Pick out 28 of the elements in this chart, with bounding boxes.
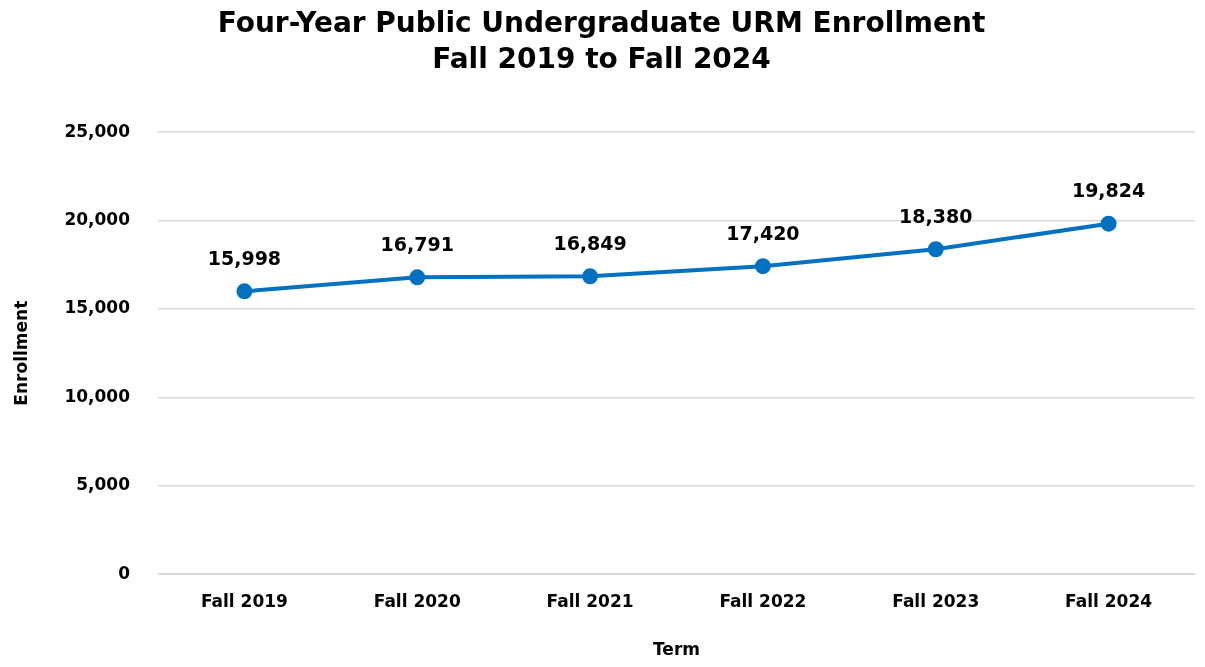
data-label: 19,824: [1071, 179, 1146, 202]
chart-subtitle: Fall 2019 to Fall 2024: [432, 41, 771, 75]
data-label: 16,791: [380, 232, 454, 255]
point: [409, 269, 426, 286]
point: [754, 258, 771, 275]
x-tick-label: Fall 2021: [546, 590, 634, 611]
x-tick-label: Fall 2024: [1065, 590, 1153, 611]
x-tick-label: Fall 2023: [892, 590, 980, 611]
y-tick-label: 0: [118, 562, 131, 583]
data-label: 16,849: [553, 231, 627, 254]
data-label: 17,420: [726, 221, 800, 244]
x-axis-title: Term: [653, 639, 700, 660]
point: [582, 268, 599, 285]
x-tick-label: Fall 2020: [373, 590, 461, 611]
data-label: 15,998: [207, 246, 282, 269]
data-label: 18,380: [899, 204, 973, 227]
y-axis-title: Enrollment: [10, 300, 31, 406]
point: [236, 283, 253, 300]
point: [927, 241, 944, 258]
x-tick-label: Fall 2019: [200, 590, 288, 611]
x-tick-label: Fall 2022: [719, 590, 807, 611]
point: [1100, 215, 1117, 232]
y-tick-label: 15,000: [64, 297, 131, 318]
y-tick-label: 20,000: [64, 209, 131, 230]
y-tick-label: 10,000: [64, 385, 131, 406]
y-tick-label: 5,000: [76, 474, 131, 495]
y-tick-label: 25,000: [64, 120, 131, 141]
chart-title: Four-Year Public Undergraduate URM Enrollment: [217, 6, 986, 40]
